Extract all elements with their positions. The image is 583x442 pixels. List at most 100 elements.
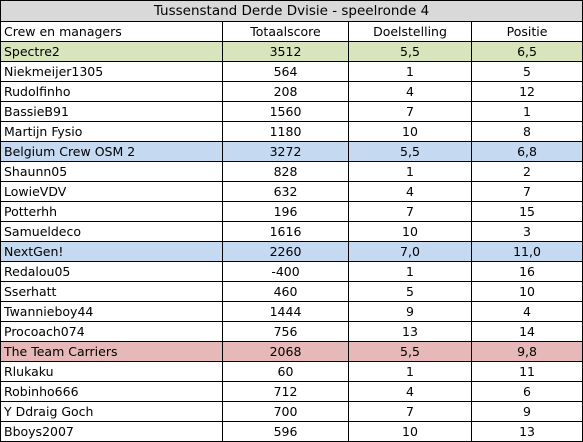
header-crew: Crew en managers bbox=[0, 21, 223, 42]
doelstelling-cell: 7 bbox=[348, 101, 472, 122]
team-row: Spectre2 3512 5,5 6,5 bbox=[0, 41, 583, 62]
team-name: Belgium Crew OSM 2 bbox=[0, 141, 223, 162]
manager-row: Rlukaku 60 1 11 bbox=[0, 361, 583, 382]
doelstelling-cell: 10 bbox=[348, 421, 472, 442]
manager-name: Samueldeco bbox=[0, 221, 223, 242]
manager-row: Rudolfinho 208 4 12 bbox=[0, 81, 583, 102]
doelstelling-cell: 7,0 bbox=[348, 241, 472, 262]
doelstelling-cell: 4 bbox=[348, 181, 472, 202]
title-row: Tussenstand Derde Dvisie - speelronde 4 bbox=[0, 0, 583, 22]
score-cell: 1616 bbox=[222, 221, 349, 242]
positie-cell: 10 bbox=[470, 281, 583, 302]
score-cell: 460 bbox=[222, 281, 349, 302]
doelstelling-cell: 5 bbox=[348, 281, 472, 302]
doelstelling-cell: 5,5 bbox=[348, 341, 472, 362]
score-cell: 3272 bbox=[222, 141, 349, 162]
doelstelling-cell: 1 bbox=[348, 261, 472, 282]
doelstelling-cell: 4 bbox=[348, 81, 472, 102]
manager-row: Bboys2007 596 10 13 bbox=[0, 421, 583, 442]
manager-name: LowieVDV bbox=[0, 181, 223, 202]
score-cell: 828 bbox=[222, 161, 349, 182]
positie-cell: 9 bbox=[470, 401, 583, 422]
positie-cell: 8 bbox=[470, 121, 583, 142]
score-cell: 1444 bbox=[222, 301, 349, 322]
positie-cell: 6,8 bbox=[470, 141, 583, 162]
positie-cell: 3 bbox=[470, 221, 583, 242]
score-cell: 3512 bbox=[222, 41, 349, 62]
manager-name: Redalou05 bbox=[0, 261, 223, 282]
manager-name: Procoach074 bbox=[0, 321, 223, 342]
score-cell: 756 bbox=[222, 321, 349, 342]
positie-cell: 5 bbox=[470, 61, 583, 82]
manager-name: Robinho666 bbox=[0, 381, 223, 402]
score-cell: 2068 bbox=[222, 341, 349, 362]
positie-cell: 12 bbox=[470, 81, 583, 102]
score-cell: 632 bbox=[222, 181, 349, 202]
doelstelling-cell: 10 bbox=[348, 121, 472, 142]
positie-cell: 14 bbox=[470, 321, 583, 342]
header-totaalscore: Totaalscore bbox=[222, 21, 349, 42]
positie-cell: 9,8 bbox=[470, 341, 583, 362]
positie-cell: 11,0 bbox=[470, 241, 583, 262]
manager-name: Potterhh bbox=[0, 201, 223, 222]
header-row: Crew en managers Totaalscore Doelstellin… bbox=[0, 21, 583, 42]
doelstelling-cell: 5,5 bbox=[348, 41, 472, 62]
manager-row: Redalou05 -400 1 16 bbox=[0, 261, 583, 282]
doelstelling-cell: 5,5 bbox=[348, 141, 472, 162]
manager-row: Samueldeco 1616 10 3 bbox=[0, 221, 583, 242]
doelstelling-cell: 1 bbox=[348, 61, 472, 82]
positie-cell: 16 bbox=[470, 261, 583, 282]
positie-cell: 15 bbox=[470, 201, 583, 222]
doelstelling-cell: 7 bbox=[348, 401, 472, 422]
manager-row: Martijn Fysio 1180 10 8 bbox=[0, 121, 583, 142]
team-name: The Team Carriers bbox=[0, 341, 223, 362]
doelstelling-cell: 13 bbox=[348, 321, 472, 342]
doelstelling-cell: 1 bbox=[348, 161, 472, 182]
header-doelstelling: Doelstelling bbox=[348, 21, 472, 42]
header-positie: Positie bbox=[470, 21, 583, 42]
score-cell: 564 bbox=[222, 61, 349, 82]
team-row: The Team Carriers 2068 5,5 9,8 bbox=[0, 341, 583, 362]
doelstelling-cell: 10 bbox=[348, 221, 472, 242]
score-cell: 60 bbox=[222, 361, 349, 382]
score-cell: 1560 bbox=[222, 101, 349, 122]
positie-cell: 2 bbox=[470, 161, 583, 182]
doelstelling-cell: 9 bbox=[348, 301, 472, 322]
team-row: NextGen! 2260 7,0 11,0 bbox=[0, 241, 583, 262]
score-cell: 596 bbox=[222, 421, 349, 442]
manager-row: LowieVDV 632 4 7 bbox=[0, 181, 583, 202]
positie-cell: 13 bbox=[470, 421, 583, 442]
manager-row: Potterhh 196 7 15 bbox=[0, 201, 583, 222]
manager-name: Sserhatt bbox=[0, 281, 223, 302]
team-name: NextGen! bbox=[0, 241, 223, 262]
score-cell: 196 bbox=[222, 201, 349, 222]
score-cell: 1180 bbox=[222, 121, 349, 142]
positie-cell: 6,5 bbox=[470, 41, 583, 62]
manager-name: Y Ddraig Goch bbox=[0, 401, 223, 422]
score-cell: 700 bbox=[222, 401, 349, 422]
manager-name: Bboys2007 bbox=[0, 421, 223, 442]
manager-name: Niekmeijer1305 bbox=[0, 61, 223, 82]
positie-cell: 6 bbox=[470, 381, 583, 402]
manager-row: Sserhatt 460 5 10 bbox=[0, 281, 583, 302]
score-cell: 2260 bbox=[222, 241, 349, 262]
manager-name: Twannieboy44 bbox=[0, 301, 223, 322]
team-row: Belgium Crew OSM 2 3272 5,5 6,8 bbox=[0, 141, 583, 162]
manager-row: BassieB91 1560 7 1 bbox=[0, 101, 583, 122]
positie-cell: 4 bbox=[470, 301, 583, 322]
manager-name: Martijn Fysio bbox=[0, 121, 223, 142]
positie-cell: 1 bbox=[470, 101, 583, 122]
manager-name: BassieB91 bbox=[0, 101, 223, 122]
positie-cell: 11 bbox=[470, 361, 583, 382]
manager-row: Twannieboy44 1444 9 4 bbox=[0, 301, 583, 322]
score-cell: 208 bbox=[222, 81, 349, 102]
doelstelling-cell: 4 bbox=[348, 381, 472, 402]
manager-row: Niekmeijer1305 564 1 5 bbox=[0, 61, 583, 82]
team-name: Spectre2 bbox=[0, 41, 223, 62]
positie-cell: 7 bbox=[470, 181, 583, 202]
manager-name: Rlukaku bbox=[0, 361, 223, 382]
manager-row: Robinho666 712 4 6 bbox=[0, 381, 583, 402]
table-title: Tussenstand Derde Dvisie - speelronde 4 bbox=[0, 0, 583, 22]
manager-name: Shaunn05 bbox=[0, 161, 223, 182]
